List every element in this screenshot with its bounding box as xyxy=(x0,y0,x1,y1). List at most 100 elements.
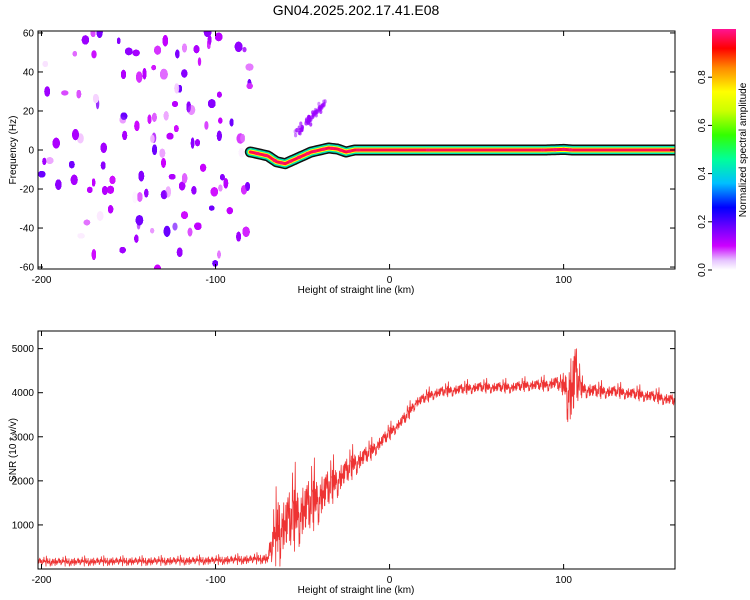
noise-speck xyxy=(218,117,223,124)
noise-speck xyxy=(122,130,128,140)
noise-speck xyxy=(174,125,179,132)
signal-hotspot xyxy=(288,159,293,163)
noise-speck xyxy=(134,234,139,243)
noise-speck xyxy=(121,69,126,79)
fan-streak-speck xyxy=(310,115,314,120)
snr-x-axis-label: Height of straight line (km) xyxy=(298,585,415,596)
noise-speck xyxy=(197,57,202,66)
noise-speck xyxy=(208,99,216,108)
fan-streak-speck xyxy=(322,102,326,107)
signal-hotspot xyxy=(347,149,352,153)
fan-streak-speck xyxy=(320,104,324,109)
noise-speck xyxy=(159,148,166,158)
signal-hotspot xyxy=(312,149,317,153)
noise-speck xyxy=(172,222,178,231)
noise-speck xyxy=(119,247,126,254)
snr-y-tick-label: 3000 xyxy=(12,432,35,443)
colorbar-label: Normalized spectral amplitude xyxy=(738,82,749,217)
noise-speck xyxy=(87,186,93,193)
noise-speck xyxy=(151,65,156,71)
noise-speck xyxy=(42,61,48,67)
snr-plot-area xyxy=(38,348,675,567)
noise-speck xyxy=(108,205,114,214)
fan-streak-speck xyxy=(300,124,304,130)
noise-speck xyxy=(162,35,168,47)
signal-hotspot xyxy=(552,148,558,152)
noise-speck xyxy=(55,179,62,190)
noise-speck xyxy=(193,45,200,54)
signal-hotspot xyxy=(272,158,277,163)
snr-y-axis-label: SNR (10 * v/v) xyxy=(8,418,19,482)
signal-hotspot xyxy=(321,147,326,151)
noise-speck xyxy=(216,130,222,141)
snr-y-tick-label: 4000 xyxy=(12,388,35,399)
noise-speck xyxy=(144,188,149,198)
noise-speck xyxy=(191,186,197,195)
noise-speck xyxy=(186,101,191,113)
noise-speck xyxy=(163,111,169,121)
spectrogram-panel: -200 -100 0 100 60 40 20 0 -20 -40 -60 Height of s… xyxy=(8,28,676,296)
noise-speck xyxy=(90,31,96,37)
noise-speck xyxy=(138,170,145,182)
noise-speck xyxy=(142,220,150,227)
noise-speck xyxy=(160,190,168,200)
noise-speck xyxy=(61,90,69,96)
signal-hotspot xyxy=(279,161,284,165)
fan-streak-speck xyxy=(294,133,298,138)
noise-speck xyxy=(42,157,47,165)
noise-speck xyxy=(96,211,104,221)
noise-speck xyxy=(92,178,96,187)
noise-speck xyxy=(218,184,223,192)
fan-streak-speck xyxy=(295,128,299,133)
noise-speck xyxy=(175,49,180,59)
noise-speck xyxy=(102,186,108,195)
noise-speck xyxy=(209,205,215,211)
noise-speck xyxy=(154,264,161,269)
spectrogram-y-tick-label: -60 xyxy=(20,263,35,274)
chart-title: GN04.2025.202.17.41.E08 xyxy=(273,2,440,18)
spectrogram-y-tick-label: 0 xyxy=(28,146,34,157)
noise-speck xyxy=(212,260,218,267)
signal-hotspot xyxy=(329,146,335,150)
colorbar-scale xyxy=(712,29,736,270)
noise-speck xyxy=(246,83,253,89)
noise-speck xyxy=(168,174,176,180)
fan-streak-speck xyxy=(312,112,316,117)
noise-speck xyxy=(204,121,209,130)
colorbar-tick-label: 0.8 xyxy=(697,70,708,84)
noise-speck xyxy=(200,163,207,172)
noise-speck xyxy=(91,50,97,59)
noise-speck xyxy=(161,158,166,168)
noise-speck xyxy=(226,207,233,215)
spectrogram-y-tick-label: 40 xyxy=(23,67,35,78)
noise-speck xyxy=(96,31,103,38)
snr-frame xyxy=(37,330,676,570)
spectrogram-x-tick-label: 0 xyxy=(387,275,393,286)
noise-speck xyxy=(77,233,85,239)
noise-speck xyxy=(182,173,188,184)
noise-speck xyxy=(172,101,178,107)
colorbar-tick-label: 0.4 xyxy=(697,166,708,180)
noise-speck xyxy=(194,222,202,230)
noise-speck xyxy=(76,90,82,99)
noise-speck xyxy=(38,171,46,178)
noise-speck xyxy=(181,69,188,78)
spectrogram-x-tick-label: -100 xyxy=(206,275,226,286)
colorbar: 0.0 0.2 0.4 0.6 0.8 Normalized spectral ampl… xyxy=(697,29,749,277)
signal-hotspot xyxy=(356,148,361,152)
noise-speck xyxy=(147,114,152,124)
noise-speck xyxy=(72,129,79,141)
noise-speck xyxy=(215,32,223,42)
noise-speck xyxy=(70,174,78,185)
spectrogram-y-axis-label: Frequency (Hz) xyxy=(8,116,19,185)
spectrogram-x-tick-label: 100 xyxy=(555,275,572,286)
colorbar-tick-label: 0.2 xyxy=(697,214,708,228)
noise-speck xyxy=(52,137,60,149)
fan-streak-speck xyxy=(299,121,303,126)
noise-speck xyxy=(152,144,158,155)
spectrogram-plot-area xyxy=(38,31,675,269)
fan-streak-speck xyxy=(307,115,311,120)
noise-speck xyxy=(238,148,244,158)
signal-hotspot xyxy=(263,153,269,158)
fan-streak-speck xyxy=(319,109,323,115)
